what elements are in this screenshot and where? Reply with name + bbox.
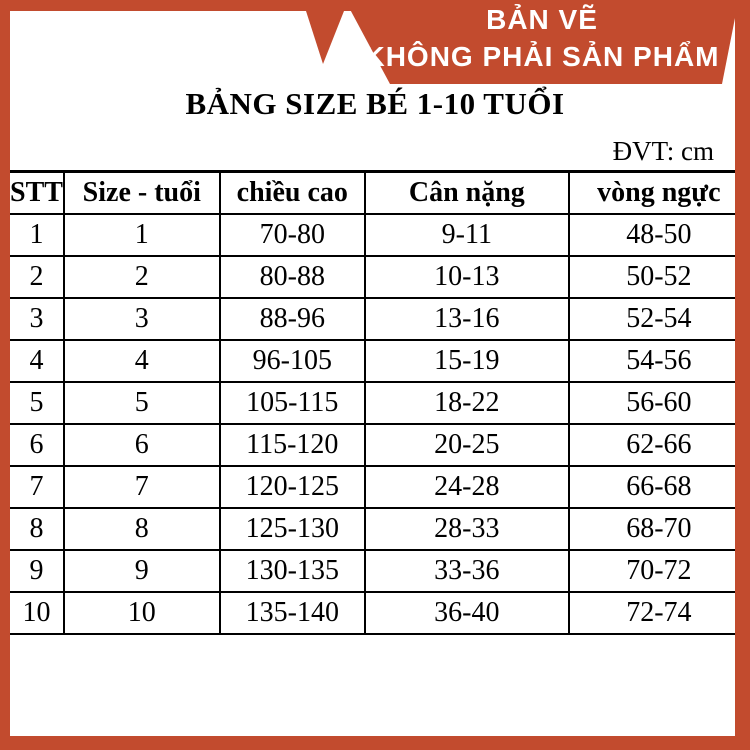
table-cell: 5 (62, 380, 221, 425)
table-cell: 4 (10, 338, 65, 383)
table-cell: 6 (62, 422, 221, 467)
column-header-vong-nguc: vòng ngực (567, 170, 750, 215)
table-cell: 8 (62, 506, 221, 551)
unit-label: ĐVT: cm (612, 136, 714, 166)
table-row: 2 2 80-88 10-13 50-52 (10, 254, 750, 299)
table-cell: 10 (10, 590, 65, 635)
table-row: 9 9 130-135 33-36 70-72 (10, 548, 750, 593)
banner-line-2: KHÔNG PHẢI SẢN PHẨM (364, 41, 720, 72)
table-cell: 2 (10, 254, 65, 299)
table-row: 6 6 115-120 20-25 62-66 (10, 422, 750, 467)
table-cell: 3 (62, 296, 221, 341)
table-cell: 24-28 (363, 464, 570, 509)
column-header-stt: STT (10, 170, 65, 215)
ribbon-tail (306, 11, 344, 64)
table-cell: 70-80 (218, 212, 366, 257)
table-cell: 6 (10, 422, 65, 467)
banner-line-1: BẢN VẼ (486, 4, 598, 35)
table-cell: 1 (10, 212, 65, 257)
column-header-chieu-cao: chiều cao (218, 170, 366, 215)
table-cell: 48-50 (567, 212, 750, 257)
table-cell: 9 (62, 548, 221, 593)
table-header-row: STT Size - tuổi chiều cao Cân nặng vòng … (10, 170, 750, 215)
table-cell: 125-130 (218, 506, 366, 551)
table-cell: 10-13 (363, 254, 570, 299)
table-cell: 7 (10, 464, 65, 509)
table-cell: 13-16 (363, 296, 570, 341)
table-cell: 70-72 (567, 548, 750, 593)
table-row: 8 8 125-130 28-33 68-70 (10, 506, 750, 551)
table-cell: 9 (10, 548, 65, 593)
table-cell: 130-135 (218, 548, 366, 593)
table-cell: 135-140 (218, 590, 366, 635)
table-row: 5 5 105-115 18-22 56-60 (10, 380, 750, 425)
table-cell: 105-115 (218, 380, 366, 425)
table-cell: 68-70 (567, 506, 750, 551)
table-cell: 62-66 (567, 422, 750, 467)
table-cell: 28-33 (363, 506, 570, 551)
table-cell: 72-74 (567, 590, 750, 635)
table-cell: 2 (62, 254, 221, 299)
table-cell: 88-96 (218, 296, 366, 341)
table-cell: 80-88 (218, 254, 366, 299)
table-row: 3 3 88-96 13-16 52-54 (10, 296, 750, 341)
table-cell: 9-11 (363, 212, 570, 257)
table-cell: 18-22 (363, 380, 570, 425)
table-cell: 5 (10, 380, 65, 425)
table-cell: 3 (10, 296, 65, 341)
column-header-size-tuoi: Size - tuổi (62, 170, 221, 215)
table-cell: 10 (62, 590, 221, 635)
table-cell: 7 (62, 464, 221, 509)
table-row: 7 7 120-125 24-28 66-68 (10, 464, 750, 509)
table-row: 1 1 70-80 9-11 48-50 (10, 212, 750, 257)
table-cell: 8 (10, 506, 65, 551)
frame-bottom-bar (0, 736, 750, 750)
table-cell: 56-60 (567, 380, 750, 425)
table-cell: 33-36 (363, 548, 570, 593)
column-header-can-nang: Cân nặng (363, 170, 570, 215)
table-cell: 36-40 (363, 590, 570, 635)
table-cell: 1 (62, 212, 221, 257)
page-title: BẢNG SIZE BÉ 1-10 TUỔI (185, 86, 565, 121)
table-cell: 4 (62, 338, 221, 383)
table-cell: 66-68 (567, 464, 750, 509)
table-cell: 20-25 (363, 422, 570, 467)
table-row: 4 4 96-105 15-19 54-56 (10, 338, 750, 383)
table-cell: 54-56 (567, 338, 750, 383)
table-cell: 50-52 (567, 254, 750, 299)
table-body: 1 1 70-80 9-11 48-50 2 2 80-88 10-13 50-52 3 3 88-96… (10, 212, 750, 635)
table-cell: 120-125 (218, 464, 366, 509)
table-cell: 15-19 (363, 338, 570, 383)
table-cell: 52-54 (567, 296, 750, 341)
table-cell: 96-105 (218, 338, 366, 383)
table-row: 10 10 135-140 36-40 72-74 (10, 590, 750, 635)
size-table: STT Size - tuổi chiều cao Cân nặng vòng … (10, 170, 750, 635)
table-cell: 115-120 (218, 422, 366, 467)
